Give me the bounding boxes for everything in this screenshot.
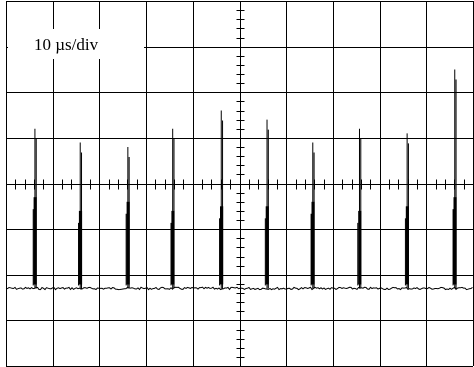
pulse-burst (404, 133, 409, 289)
pulse-burst-body (126, 201, 130, 285)
pulse-burst-body (453, 197, 457, 285)
timebase-label-group: 10 µs/div (8, 29, 144, 59)
graticule-center-ticks (6, 1, 474, 367)
pulse-burst (32, 128, 37, 289)
pulse-burst (264, 119, 269, 289)
pulse-burst-body (33, 197, 37, 285)
pulse-burst (170, 128, 175, 289)
signal-trace (5, 69, 473, 291)
pulse-burst (452, 69, 457, 289)
timebase-label: 10 µs/div (34, 35, 99, 54)
pulse-burst (78, 142, 83, 289)
pulse-burst-body (220, 206, 224, 285)
pulse-burst-body (311, 201, 315, 285)
pulse-burst (219, 110, 224, 289)
pulse-burst-body (358, 210, 362, 285)
pulse-burst (357, 128, 362, 289)
pulse-burst (310, 142, 315, 289)
pulse-burst-body (78, 210, 83, 285)
pulse-burst (125, 147, 130, 289)
timebase-label-background (8, 29, 144, 59)
pulse-burst-body (171, 210, 175, 285)
pulse-burst-body (405, 206, 409, 285)
baseline-trace (5, 286, 473, 291)
pulse-burst-body (265, 206, 269, 285)
